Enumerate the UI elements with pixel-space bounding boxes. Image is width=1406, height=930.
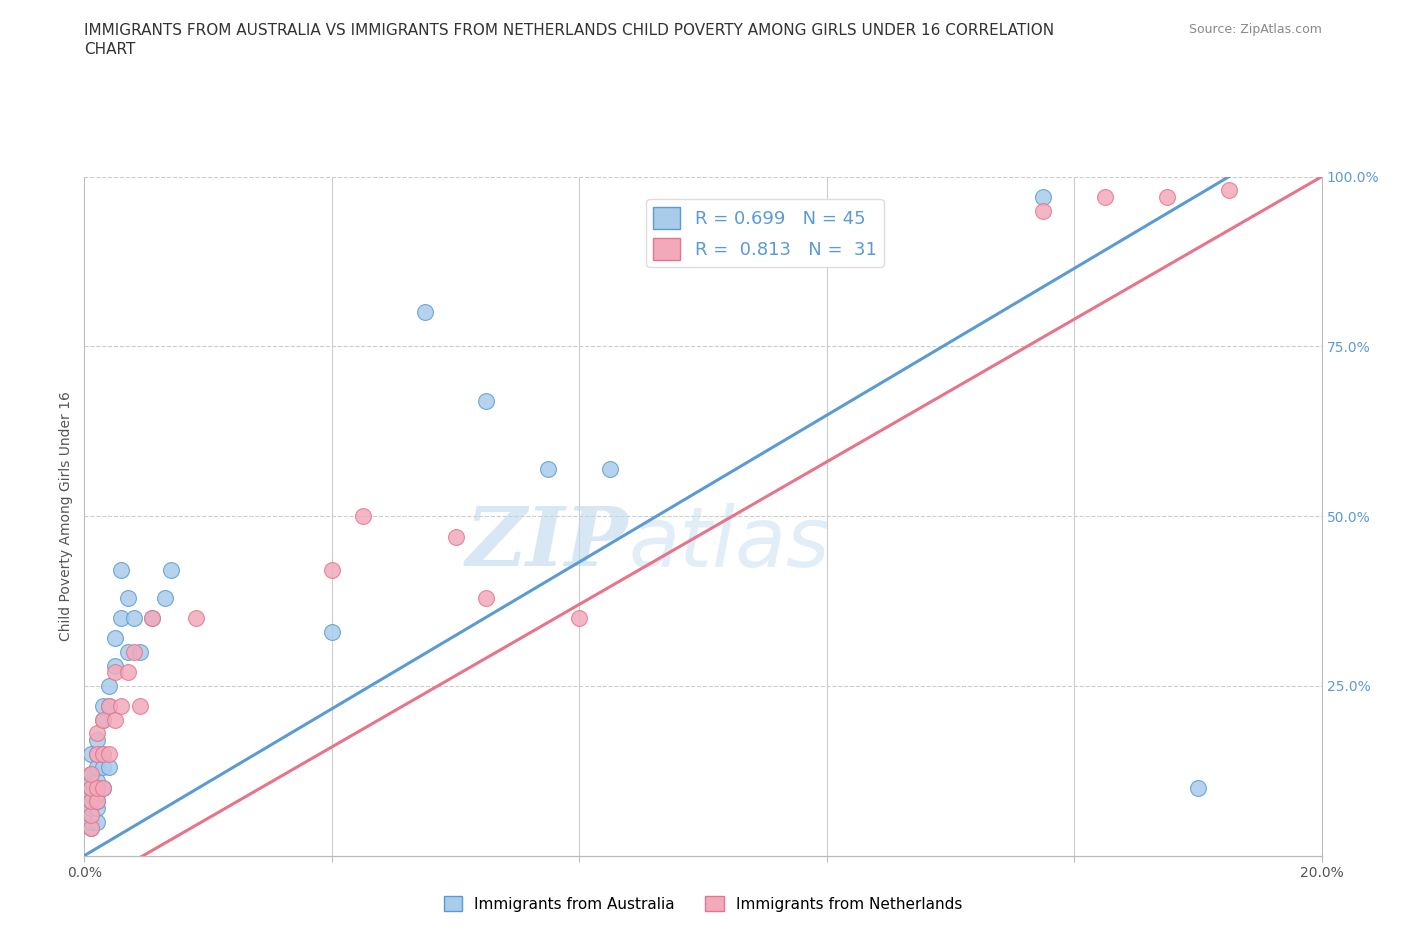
Point <box>599 461 621 476</box>
Point <box>79 821 101 836</box>
Point <box>321 563 343 578</box>
Point <box>86 774 108 789</box>
Point <box>98 760 121 775</box>
Point <box>79 807 101 822</box>
Point <box>1187 780 1209 795</box>
Point <box>1218 183 1240 198</box>
Point <box>86 733 108 748</box>
Point <box>475 393 498 408</box>
Point <box>98 679 121 694</box>
Point <box>537 461 560 476</box>
Point <box>79 766 101 781</box>
Point <box>110 698 132 713</box>
Point <box>475 591 498 605</box>
Point <box>98 698 121 713</box>
Point <box>129 698 152 713</box>
Point <box>86 746 108 761</box>
Point <box>568 611 591 626</box>
Point <box>104 665 127 680</box>
Point <box>86 780 108 795</box>
Point <box>413 305 436 320</box>
Point <box>184 611 207 626</box>
Point <box>86 794 108 809</box>
Point <box>91 746 114 761</box>
Point <box>91 780 114 795</box>
Point <box>141 611 163 626</box>
Point <box>98 746 121 761</box>
Y-axis label: Child Poverty Among Girls Under 16: Child Poverty Among Girls Under 16 <box>59 392 73 641</box>
Point <box>86 780 108 795</box>
Point <box>86 760 108 775</box>
Point <box>122 644 145 659</box>
Point <box>141 611 163 626</box>
Point <box>1156 190 1178 205</box>
Point <box>86 794 108 809</box>
Point <box>79 821 101 836</box>
Point <box>117 665 139 680</box>
Text: CHART: CHART <box>84 42 136 57</box>
Point <box>1032 190 1054 205</box>
Point <box>91 712 114 727</box>
Text: IMMIGRANTS FROM AUSTRALIA VS IMMIGRANTS FROM NETHERLANDS CHILD POVERTY AMONG GIR: IMMIGRANTS FROM AUSTRALIA VS IMMIGRANTS … <box>84 23 1054 38</box>
Point <box>352 509 374 524</box>
Point <box>117 644 139 659</box>
Point <box>160 563 183 578</box>
Point <box>98 698 121 713</box>
Legend: Immigrants from Australia, Immigrants from Netherlands: Immigrants from Australia, Immigrants fr… <box>437 889 969 918</box>
Point <box>86 815 108 830</box>
Point <box>91 712 114 727</box>
Point <box>86 801 108 816</box>
Point <box>79 787 101 802</box>
Point <box>122 611 145 626</box>
Text: Source: ZipAtlas.com: Source: ZipAtlas.com <box>1188 23 1322 36</box>
Point <box>86 726 108 741</box>
Point <box>1094 190 1116 205</box>
Point <box>79 794 101 809</box>
Point <box>104 712 127 727</box>
Point <box>153 591 176 605</box>
Point <box>86 787 108 802</box>
Point <box>79 780 101 795</box>
Point <box>79 794 101 809</box>
Point <box>91 746 114 761</box>
Point <box>104 658 127 673</box>
Point <box>104 631 127 645</box>
Point <box>91 780 114 795</box>
Point <box>110 563 132 578</box>
Point <box>86 746 108 761</box>
Point <box>79 746 101 761</box>
Legend: R = 0.699   N = 45, R =  0.813   N =  31: R = 0.699 N = 45, R = 0.813 N = 31 <box>645 199 884 267</box>
Point <box>321 624 343 639</box>
Point <box>79 780 101 795</box>
Point <box>1032 204 1054 219</box>
Point <box>79 801 101 816</box>
Point <box>79 774 101 789</box>
Point <box>79 815 101 830</box>
Text: ZIP: ZIP <box>467 503 628 583</box>
Point <box>110 611 132 626</box>
Point <box>79 807 101 822</box>
Text: atlas: atlas <box>628 503 831 584</box>
Point <box>444 529 467 544</box>
Point <box>129 644 152 659</box>
Point <box>117 591 139 605</box>
Point <box>91 760 114 775</box>
Point <box>79 766 101 781</box>
Point <box>91 698 114 713</box>
